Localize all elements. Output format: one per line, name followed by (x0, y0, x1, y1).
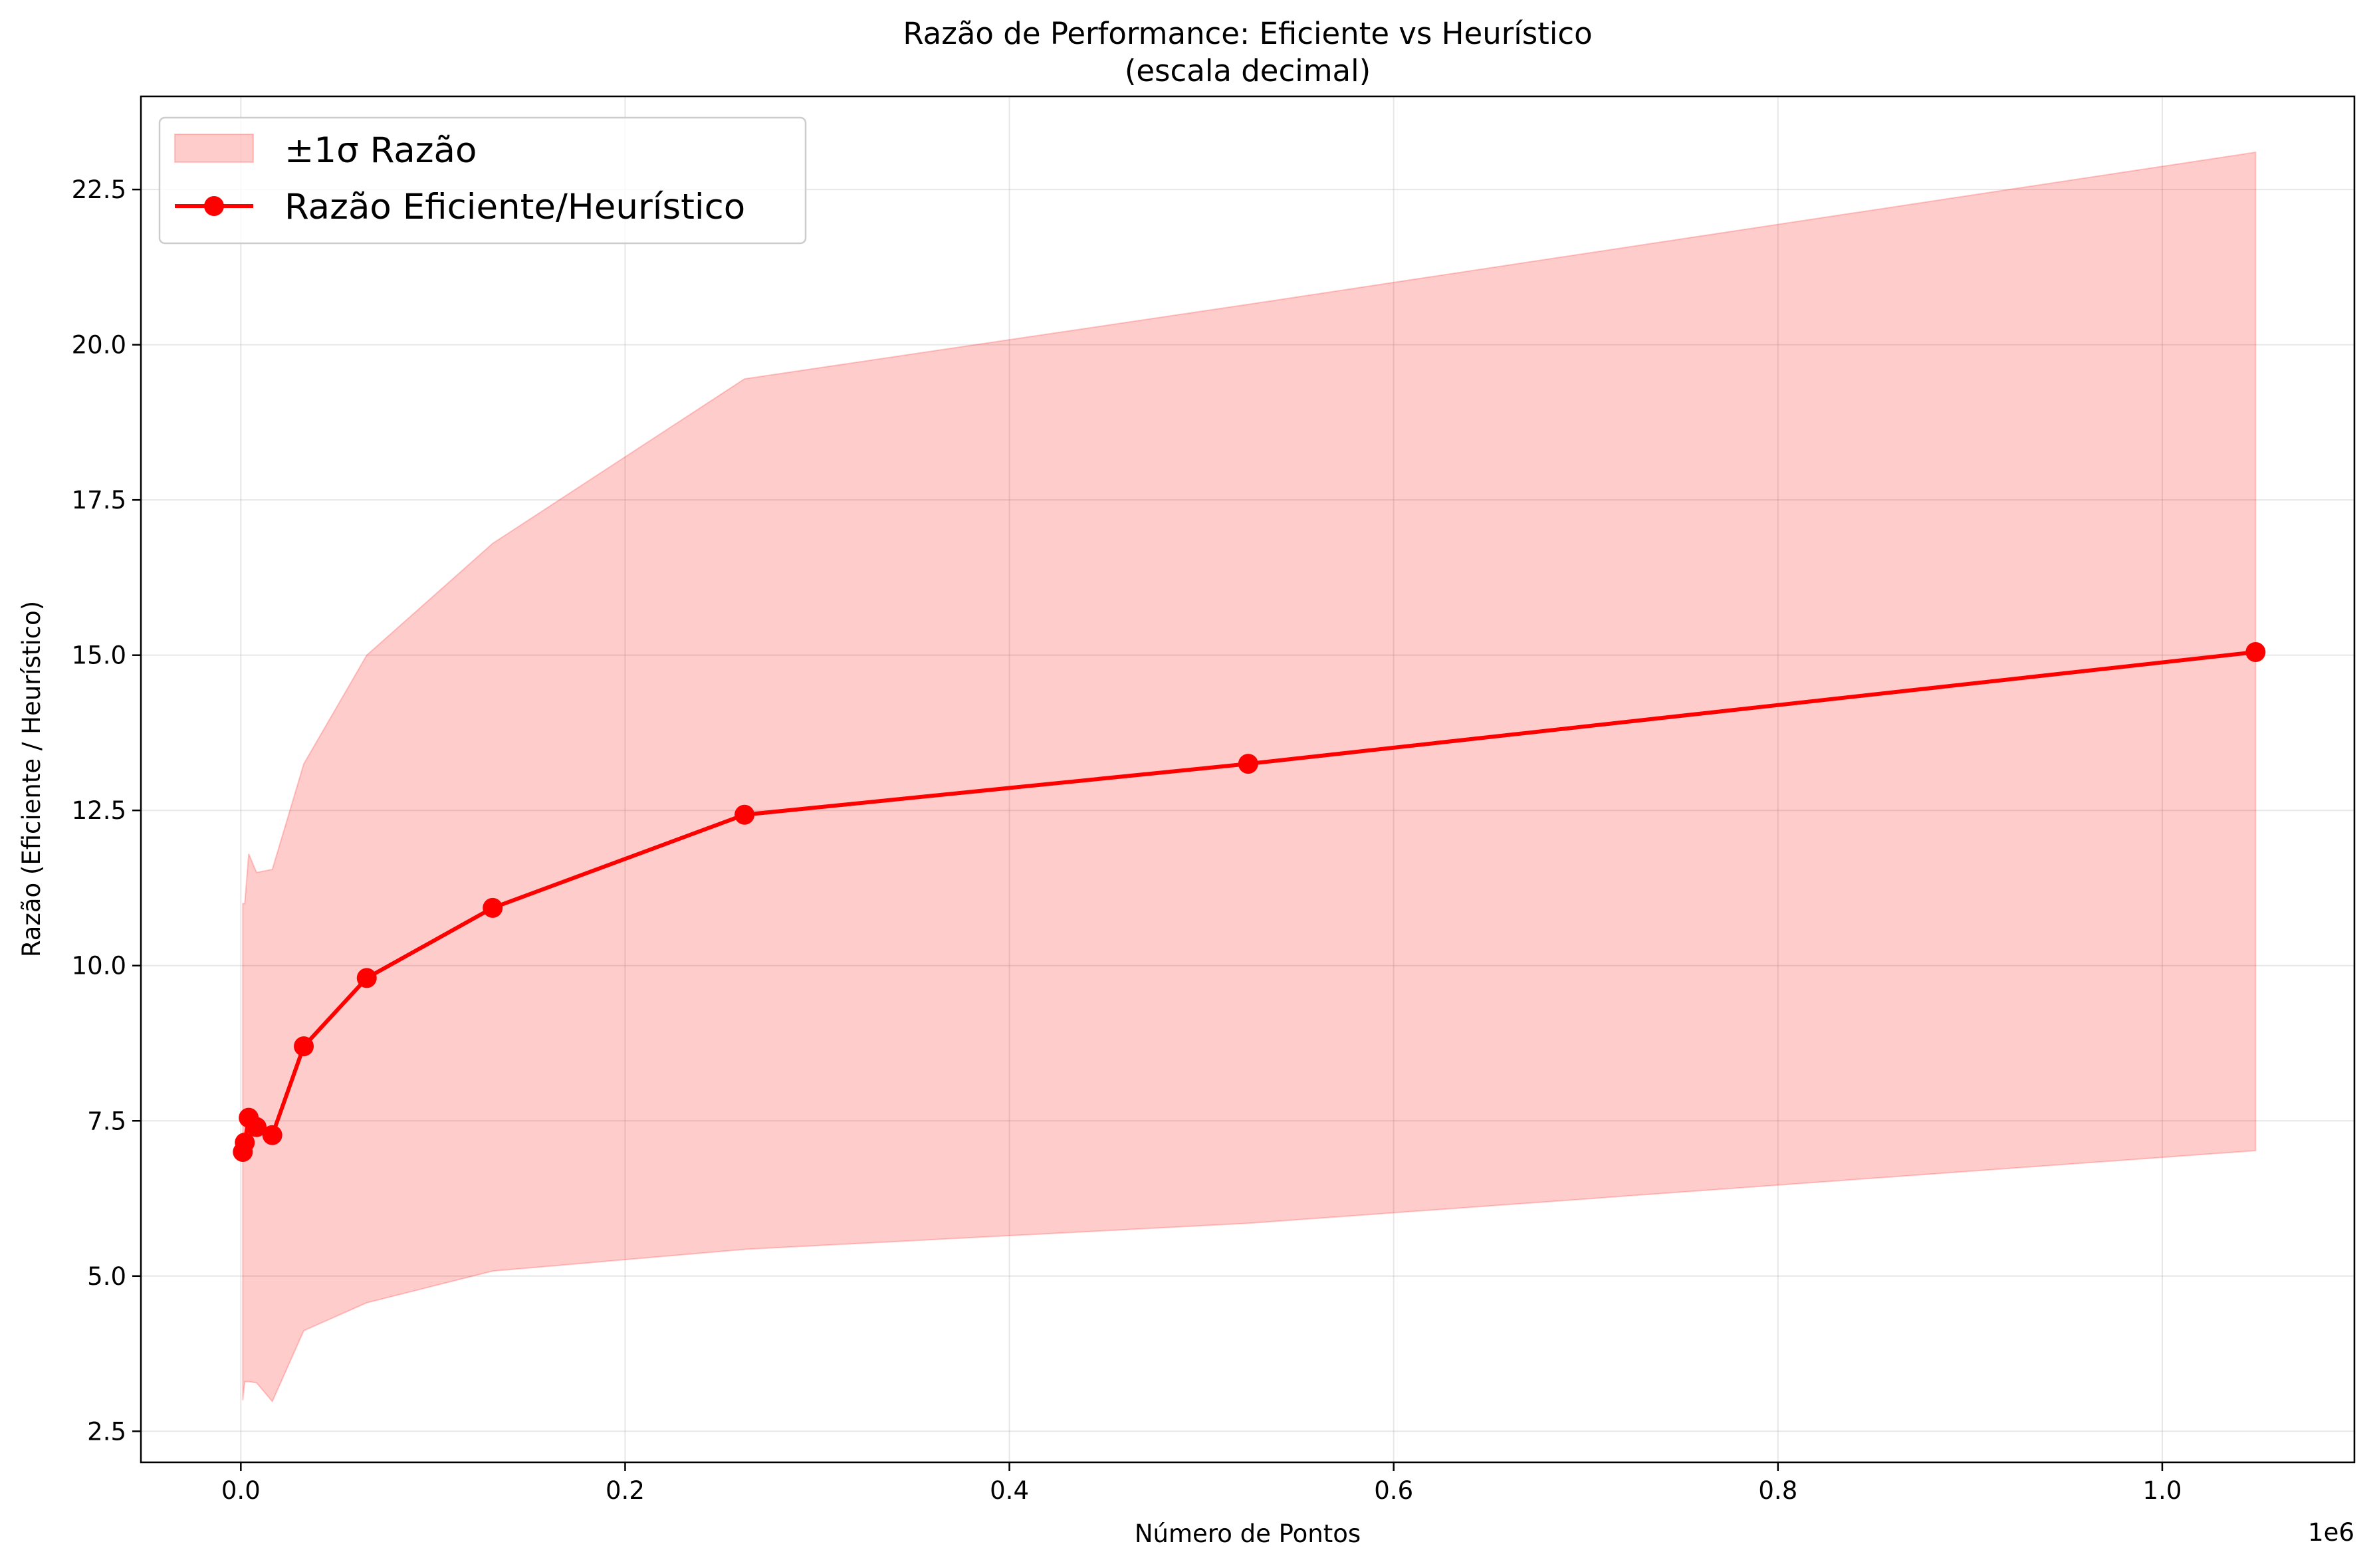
x-axis-label: Número de Pontos (1135, 1519, 1361, 1548)
y-tick-label: 10.0 (72, 952, 126, 980)
series-layer (233, 642, 2266, 1162)
x-tick-label: 0.0 (221, 1476, 261, 1505)
data-point-marker (294, 1036, 314, 1057)
legend-box (158, 116, 807, 245)
y-axis-label: Razão (Eficiente / Heurístico) (17, 601, 46, 957)
x-tick-label: 0.6 (1374, 1476, 1413, 1505)
axes-frame (140, 95, 2356, 1464)
y-tick-label: 12.5 (72, 796, 126, 825)
data-point-marker (483, 897, 503, 918)
grid-lines (141, 96, 2354, 1462)
data-point-marker (262, 1125, 282, 1145)
y-tick-label: 7.5 (87, 1107, 126, 1135)
legend: ±1σ Razão Razão Eficiente/Heurístico (158, 116, 807, 245)
x-tick-label: 0.2 (606, 1476, 645, 1505)
y-tick-label: 15.0 (72, 641, 126, 670)
x-axis-offset-label: 1e6 (2308, 1518, 2354, 1547)
data-point-marker (1238, 754, 1258, 774)
data-point-marker (734, 804, 755, 825)
x-axis-ticks: 0.0 0.2 0.4 0.6 0.8 1.0 (221, 1462, 2182, 1505)
sigma-band-layer (242, 151, 2257, 1403)
chart-title: Razão de Performance: Eficiente vs Heurí… (903, 16, 1592, 51)
y-tick-label: 2.5 (87, 1417, 126, 1446)
legend-series-label: Razão Eficiente/Heurístico (284, 187, 745, 227)
sigma-band (242, 151, 2257, 1403)
y-axis-ticks: 2.5 5.0 7.5 10.0 12.5 15.0 17.5 20.0 22.5 (72, 175, 141, 1446)
data-point-marker (246, 1117, 267, 1137)
y-tick-label: 22.5 (72, 175, 126, 204)
data-point-marker (356, 968, 377, 988)
y-tick-label: 20.0 (72, 331, 126, 360)
legend-band-swatch (174, 134, 254, 163)
y-tick-label: 5.0 (87, 1262, 126, 1291)
data-point-marker (235, 1132, 255, 1153)
chart-subtitle: (escala decimal) (1125, 53, 1371, 88)
legend-series-marker (204, 196, 224, 216)
x-tick-label: 0.4 (990, 1476, 1029, 1505)
data-point-marker (2245, 642, 2266, 663)
x-tick-label: 0.8 (1758, 1476, 1797, 1505)
y-tick-label: 17.5 (72, 486, 126, 514)
legend-band-label: ±1σ Razão (284, 130, 477, 171)
x-tick-label: 1.0 (2143, 1476, 2182, 1505)
